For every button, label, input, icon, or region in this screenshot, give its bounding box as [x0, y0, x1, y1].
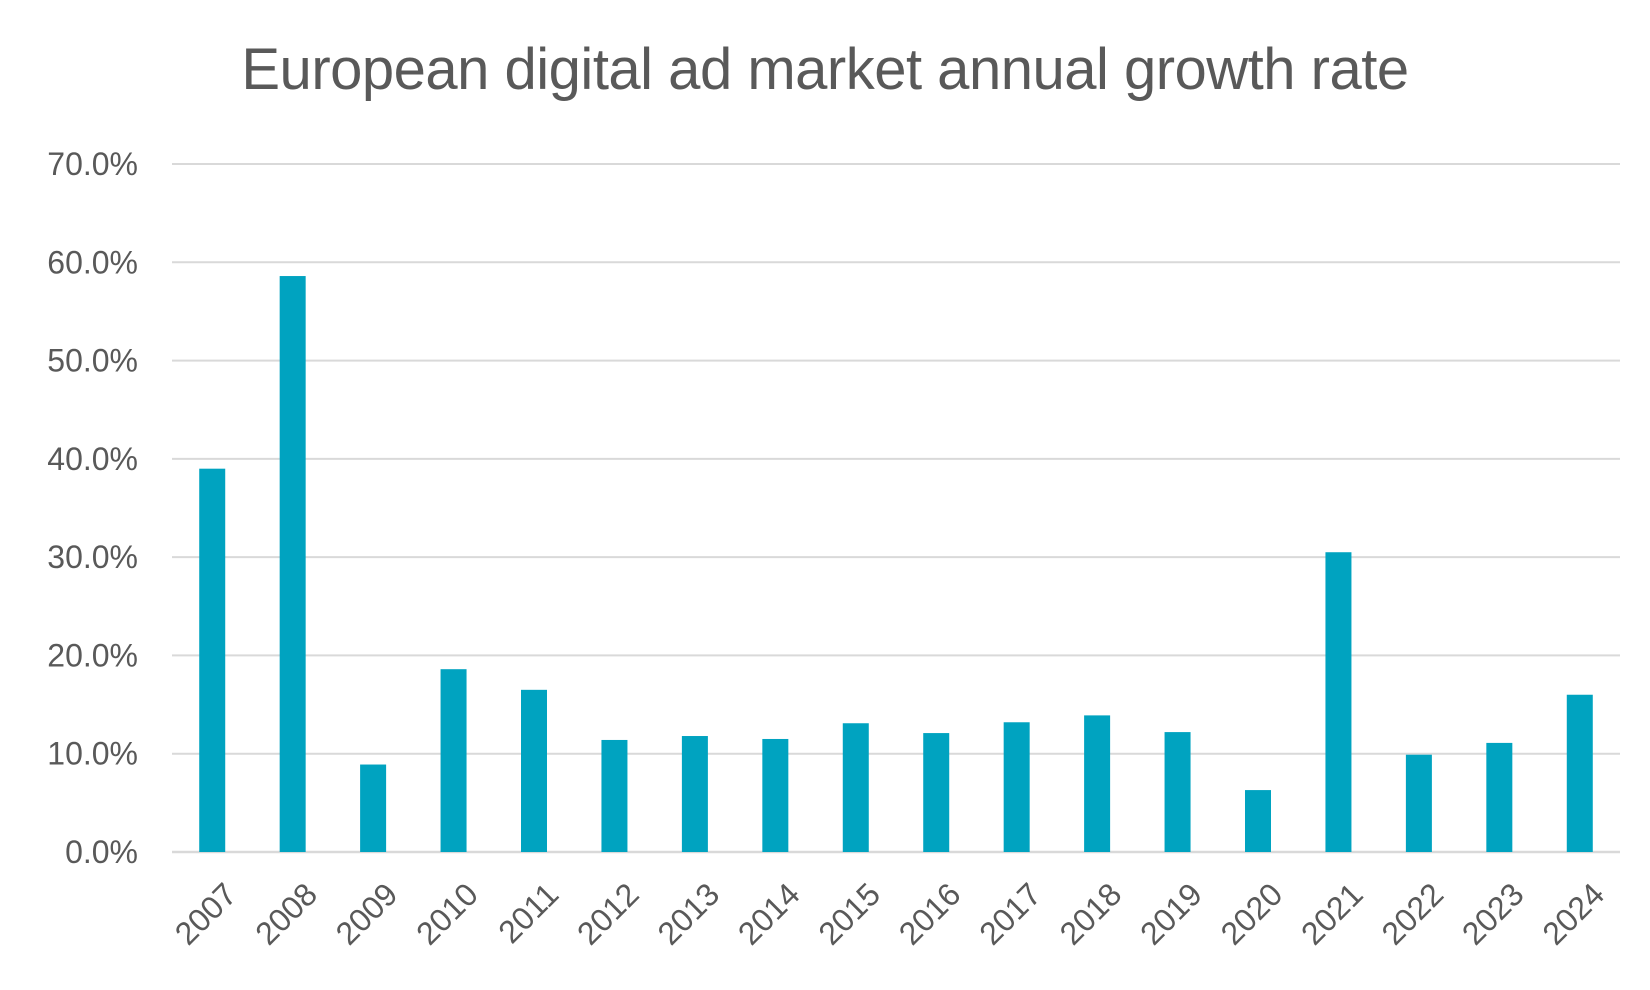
x-tick-label: 2009 — [329, 876, 405, 952]
gridlines — [172, 163, 1620, 854]
bar-2021 — [1325, 552, 1352, 852]
x-tick-label: 2018 — [1053, 876, 1129, 952]
y-tick-label: 60.0% — [47, 244, 138, 280]
bar-2009 — [360, 764, 387, 852]
y-tick-label: 0.0% — [65, 834, 138, 870]
x-tick-label: 2024 — [1535, 876, 1611, 952]
bar-2023 — [1486, 742, 1513, 852]
bar-2019 — [1164, 732, 1191, 852]
x-tick-label: 2014 — [731, 876, 807, 952]
x-tick-label: 2015 — [811, 876, 887, 952]
x-tick-label: 2021 — [1294, 876, 1370, 952]
bar-2015 — [842, 723, 869, 852]
x-tick-label: 2020 — [1214, 876, 1290, 952]
bar-2014 — [762, 738, 789, 852]
bar-2012 — [601, 739, 628, 852]
y-axis-ticks: 0.0% 10.0% 20.0% 30.0% 40.0% 50.0% 60.0% 70.0% — [47, 146, 138, 870]
y-tick-label: 10.0% — [47, 736, 138, 772]
x-tick-label: 2010 — [409, 876, 485, 952]
bar-2010 — [440, 669, 467, 852]
bar-2007 — [199, 468, 226, 852]
bars — [199, 276, 1593, 852]
bar-2018 — [1084, 715, 1111, 852]
x-tick-label: 2008 — [248, 876, 324, 952]
bar-2017 — [1003, 722, 1030, 852]
x-tick-label: 2012 — [570, 876, 646, 952]
bar-2008 — [279, 276, 306, 852]
x-tick-label: 2017 — [972, 876, 1048, 952]
bar-2011 — [521, 689, 547, 852]
bar-2020 — [1245, 790, 1271, 852]
x-tick-label: 2022 — [1374, 876, 1450, 952]
y-tick-label: 20.0% — [47, 637, 138, 673]
x-tick-label: 2007 — [168, 876, 244, 952]
x-axis-ticks: 2007 2008 2009 2010 2011 2012 2013 2014 2015 2016… — [168, 876, 1611, 952]
bar-2016 — [923, 733, 950, 852]
x-tick-label: 2013 — [650, 876, 726, 952]
y-tick-label: 50.0% — [47, 343, 138, 379]
y-tick-label: 30.0% — [47, 539, 138, 575]
bar-2013 — [681, 736, 708, 852]
x-tick-label: 2011 — [491, 876, 565, 950]
chart-title: European digital ad market annual growth… — [241, 37, 1409, 102]
x-tick-label: 2023 — [1455, 876, 1531, 952]
y-tick-label: 70.0% — [47, 146, 138, 182]
x-tick-label: 2016 — [892, 876, 968, 952]
y-tick-label: 40.0% — [47, 441, 138, 477]
x-tick-label: 2019 — [1133, 876, 1209, 952]
bar-2024 — [1566, 694, 1593, 852]
bar-2022 — [1405, 754, 1432, 852]
